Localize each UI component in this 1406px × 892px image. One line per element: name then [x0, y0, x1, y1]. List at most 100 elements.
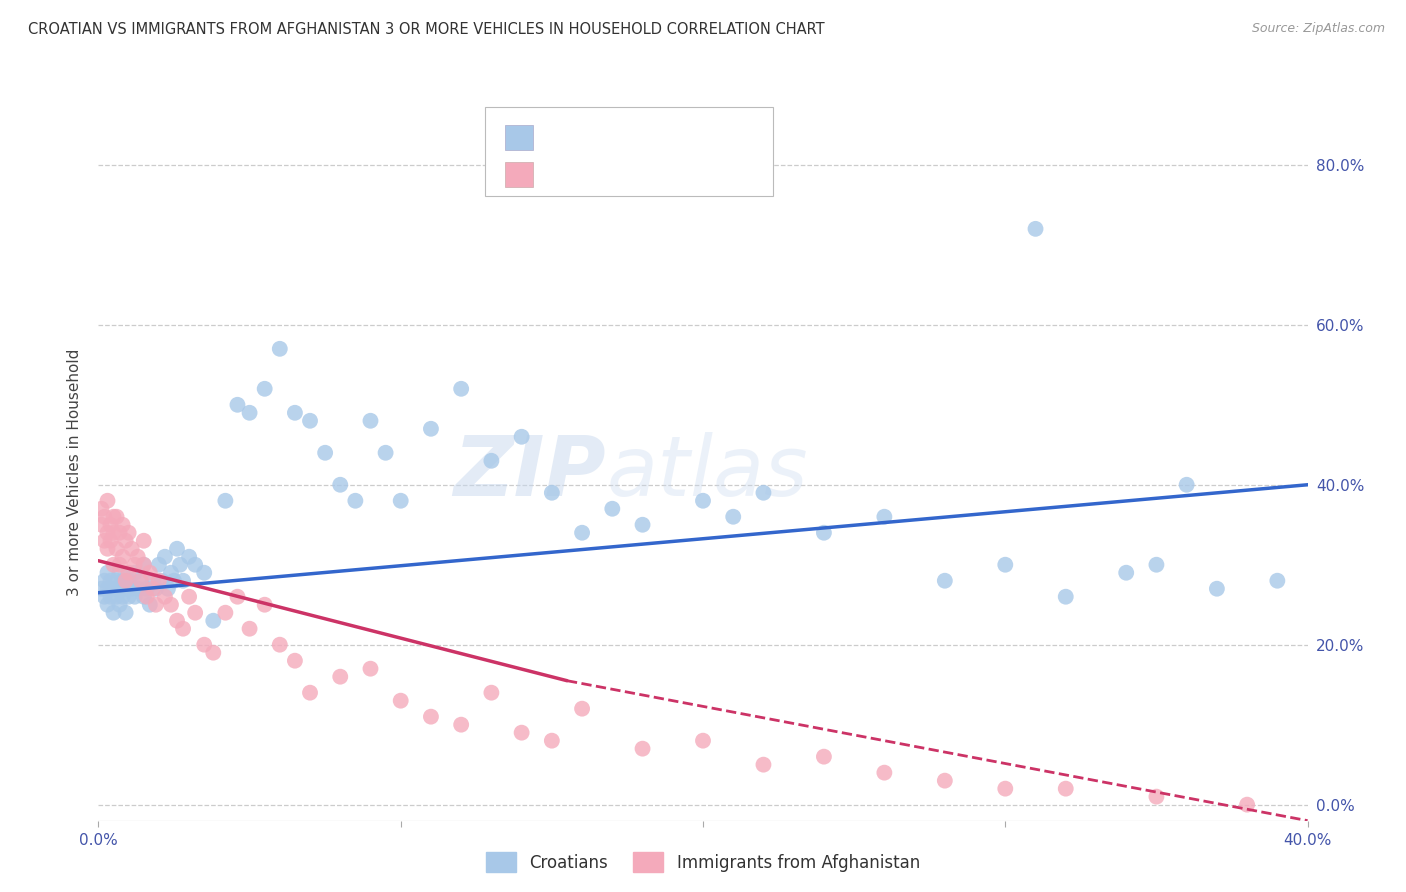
Legend: Croatians, Immigrants from Afghanistan: Croatians, Immigrants from Afghanistan	[479, 846, 927, 879]
Text: R =: R =	[540, 168, 575, 182]
Point	[90, 582, 112, 596]
Point	[124, 558, 146, 572]
Point	[193, 566, 215, 580]
Point	[253, 598, 276, 612]
Point	[172, 574, 194, 588]
Point	[118, 574, 141, 588]
Point	[344, 493, 367, 508]
Point	[121, 582, 143, 596]
Point	[1206, 582, 1229, 596]
Point	[132, 590, 155, 604]
Point	[481, 686, 503, 700]
Point	[450, 717, 472, 731]
Point	[105, 509, 128, 524]
Point	[142, 574, 165, 588]
Point	[239, 622, 262, 636]
Point	[253, 382, 276, 396]
Point	[148, 558, 170, 572]
Point	[96, 598, 118, 612]
Text: atlas: atlas	[606, 433, 808, 513]
Point	[118, 566, 141, 580]
Point	[111, 590, 134, 604]
Y-axis label: 3 or more Vehicles in Household: 3 or more Vehicles in Household	[67, 349, 83, 597]
Point	[450, 382, 472, 396]
Point	[105, 574, 128, 588]
Point	[100, 517, 122, 532]
Point	[360, 414, 382, 428]
Point	[284, 654, 307, 668]
Point	[692, 493, 714, 508]
Point	[202, 614, 225, 628]
Point	[108, 525, 131, 540]
Point	[179, 549, 201, 564]
Point	[723, 509, 745, 524]
Point	[1054, 781, 1077, 796]
Point	[96, 493, 118, 508]
Point	[156, 582, 179, 596]
Point	[124, 590, 146, 604]
Point	[692, 733, 714, 747]
Point	[420, 709, 443, 723]
Point	[193, 638, 215, 652]
Point	[148, 574, 170, 588]
Point	[111, 549, 134, 564]
Point	[813, 749, 835, 764]
Point	[103, 525, 125, 540]
Point	[132, 533, 155, 548]
Point	[96, 582, 118, 596]
Point	[172, 622, 194, 636]
Point	[124, 566, 146, 580]
Point	[299, 686, 322, 700]
Point	[214, 493, 236, 508]
Point	[166, 614, 188, 628]
Point	[510, 430, 533, 444]
Point	[169, 558, 191, 572]
Point	[103, 606, 125, 620]
Point	[142, 582, 165, 596]
Point	[571, 701, 593, 715]
Point	[540, 733, 562, 747]
Point	[105, 541, 128, 556]
Point	[571, 525, 593, 540]
Text: ZIP: ZIP	[454, 433, 606, 513]
Point	[127, 549, 149, 564]
Point	[118, 525, 141, 540]
Point	[93, 590, 115, 604]
Point	[1175, 477, 1198, 491]
Point	[145, 582, 167, 596]
Point	[96, 541, 118, 556]
Point	[284, 406, 307, 420]
Point	[111, 517, 134, 532]
Point	[166, 541, 188, 556]
Point	[934, 773, 956, 788]
Point	[873, 765, 896, 780]
Point	[139, 566, 162, 580]
Point	[139, 598, 162, 612]
Point	[103, 582, 125, 596]
Point	[389, 694, 412, 708]
Text: N = 67: N = 67	[651, 166, 713, 184]
Point	[873, 509, 896, 524]
Text: 0.315: 0.315	[575, 128, 633, 146]
Point	[108, 558, 131, 572]
Point	[129, 574, 152, 588]
Point	[1144, 558, 1167, 572]
Point	[994, 558, 1017, 572]
Point	[374, 446, 396, 460]
Point	[118, 590, 141, 604]
Text: CROATIAN VS IMMIGRANTS FROM AFGHANISTAN 3 OR MORE VEHICLES IN HOUSEHOLD CORRELAT: CROATIAN VS IMMIGRANTS FROM AFGHANISTAN …	[28, 22, 825, 37]
Point	[100, 590, 122, 604]
Point	[114, 574, 136, 588]
Point	[226, 398, 249, 412]
Point	[108, 598, 131, 612]
Point	[145, 598, 167, 612]
Point	[329, 477, 352, 491]
Point	[93, 533, 115, 548]
Point	[179, 590, 201, 604]
Point	[1054, 590, 1077, 604]
Point	[108, 582, 131, 596]
Point	[105, 590, 128, 604]
Point	[184, 558, 207, 572]
Point	[153, 590, 176, 604]
Point	[184, 606, 207, 620]
